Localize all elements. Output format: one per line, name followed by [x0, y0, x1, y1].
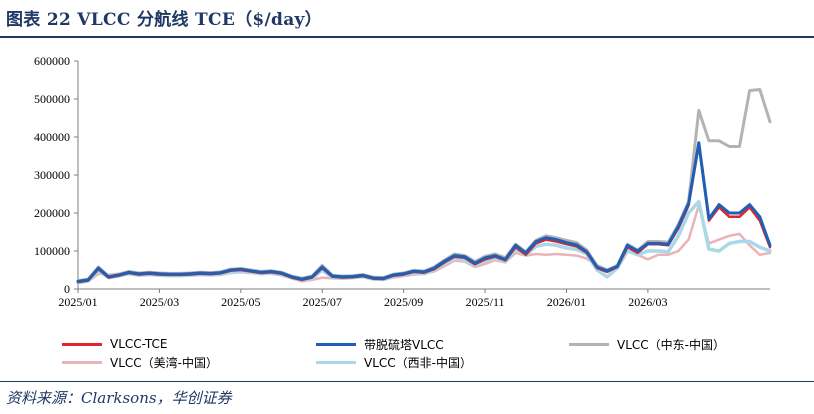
- y-tick-label: 400000: [34, 130, 70, 144]
- series-layer: [76, 88, 772, 285]
- series-line-1: [76, 141, 772, 283]
- y-tick-label: 100000: [34, 244, 70, 258]
- series-line-0: [76, 143, 772, 284]
- figure-title: 图表 22 VLCC 分航线 TCE（$/day）: [6, 10, 322, 30]
- y-tick-label: 200000: [34, 206, 70, 220]
- y-tick-label: 600000: [34, 54, 70, 68]
- source-divider: [0, 381, 814, 382]
- title-divider: [0, 36, 814, 38]
- x-tick-label: 2025/05: [221, 295, 260, 309]
- y-tick-label: 300000: [34, 168, 70, 182]
- x-tick-label: 2025/01: [58, 295, 97, 309]
- x-axis: 2025/01 2025/03 2025/05 2025/07 2025/09 2025/…: [58, 288, 770, 309]
- x-tick-label: 2025/11: [466, 295, 505, 309]
- y-tick-label: 500000: [34, 92, 70, 106]
- x-tick-label: 2025/07: [303, 295, 342, 309]
- x-tick-label: 2025/03: [140, 295, 179, 309]
- x-tick-label: 2026/03: [628, 295, 667, 309]
- x-tick-label: 2025/09: [384, 295, 423, 309]
- y-axis: 0 100000 200000 300000 400000 500000 600000: [34, 54, 79, 296]
- x-tick-label: 2026/01: [547, 295, 586, 309]
- source-note: 资料来源：Clarksons，华创证券: [6, 389, 232, 407]
- y-tick-label: 0: [64, 282, 70, 296]
